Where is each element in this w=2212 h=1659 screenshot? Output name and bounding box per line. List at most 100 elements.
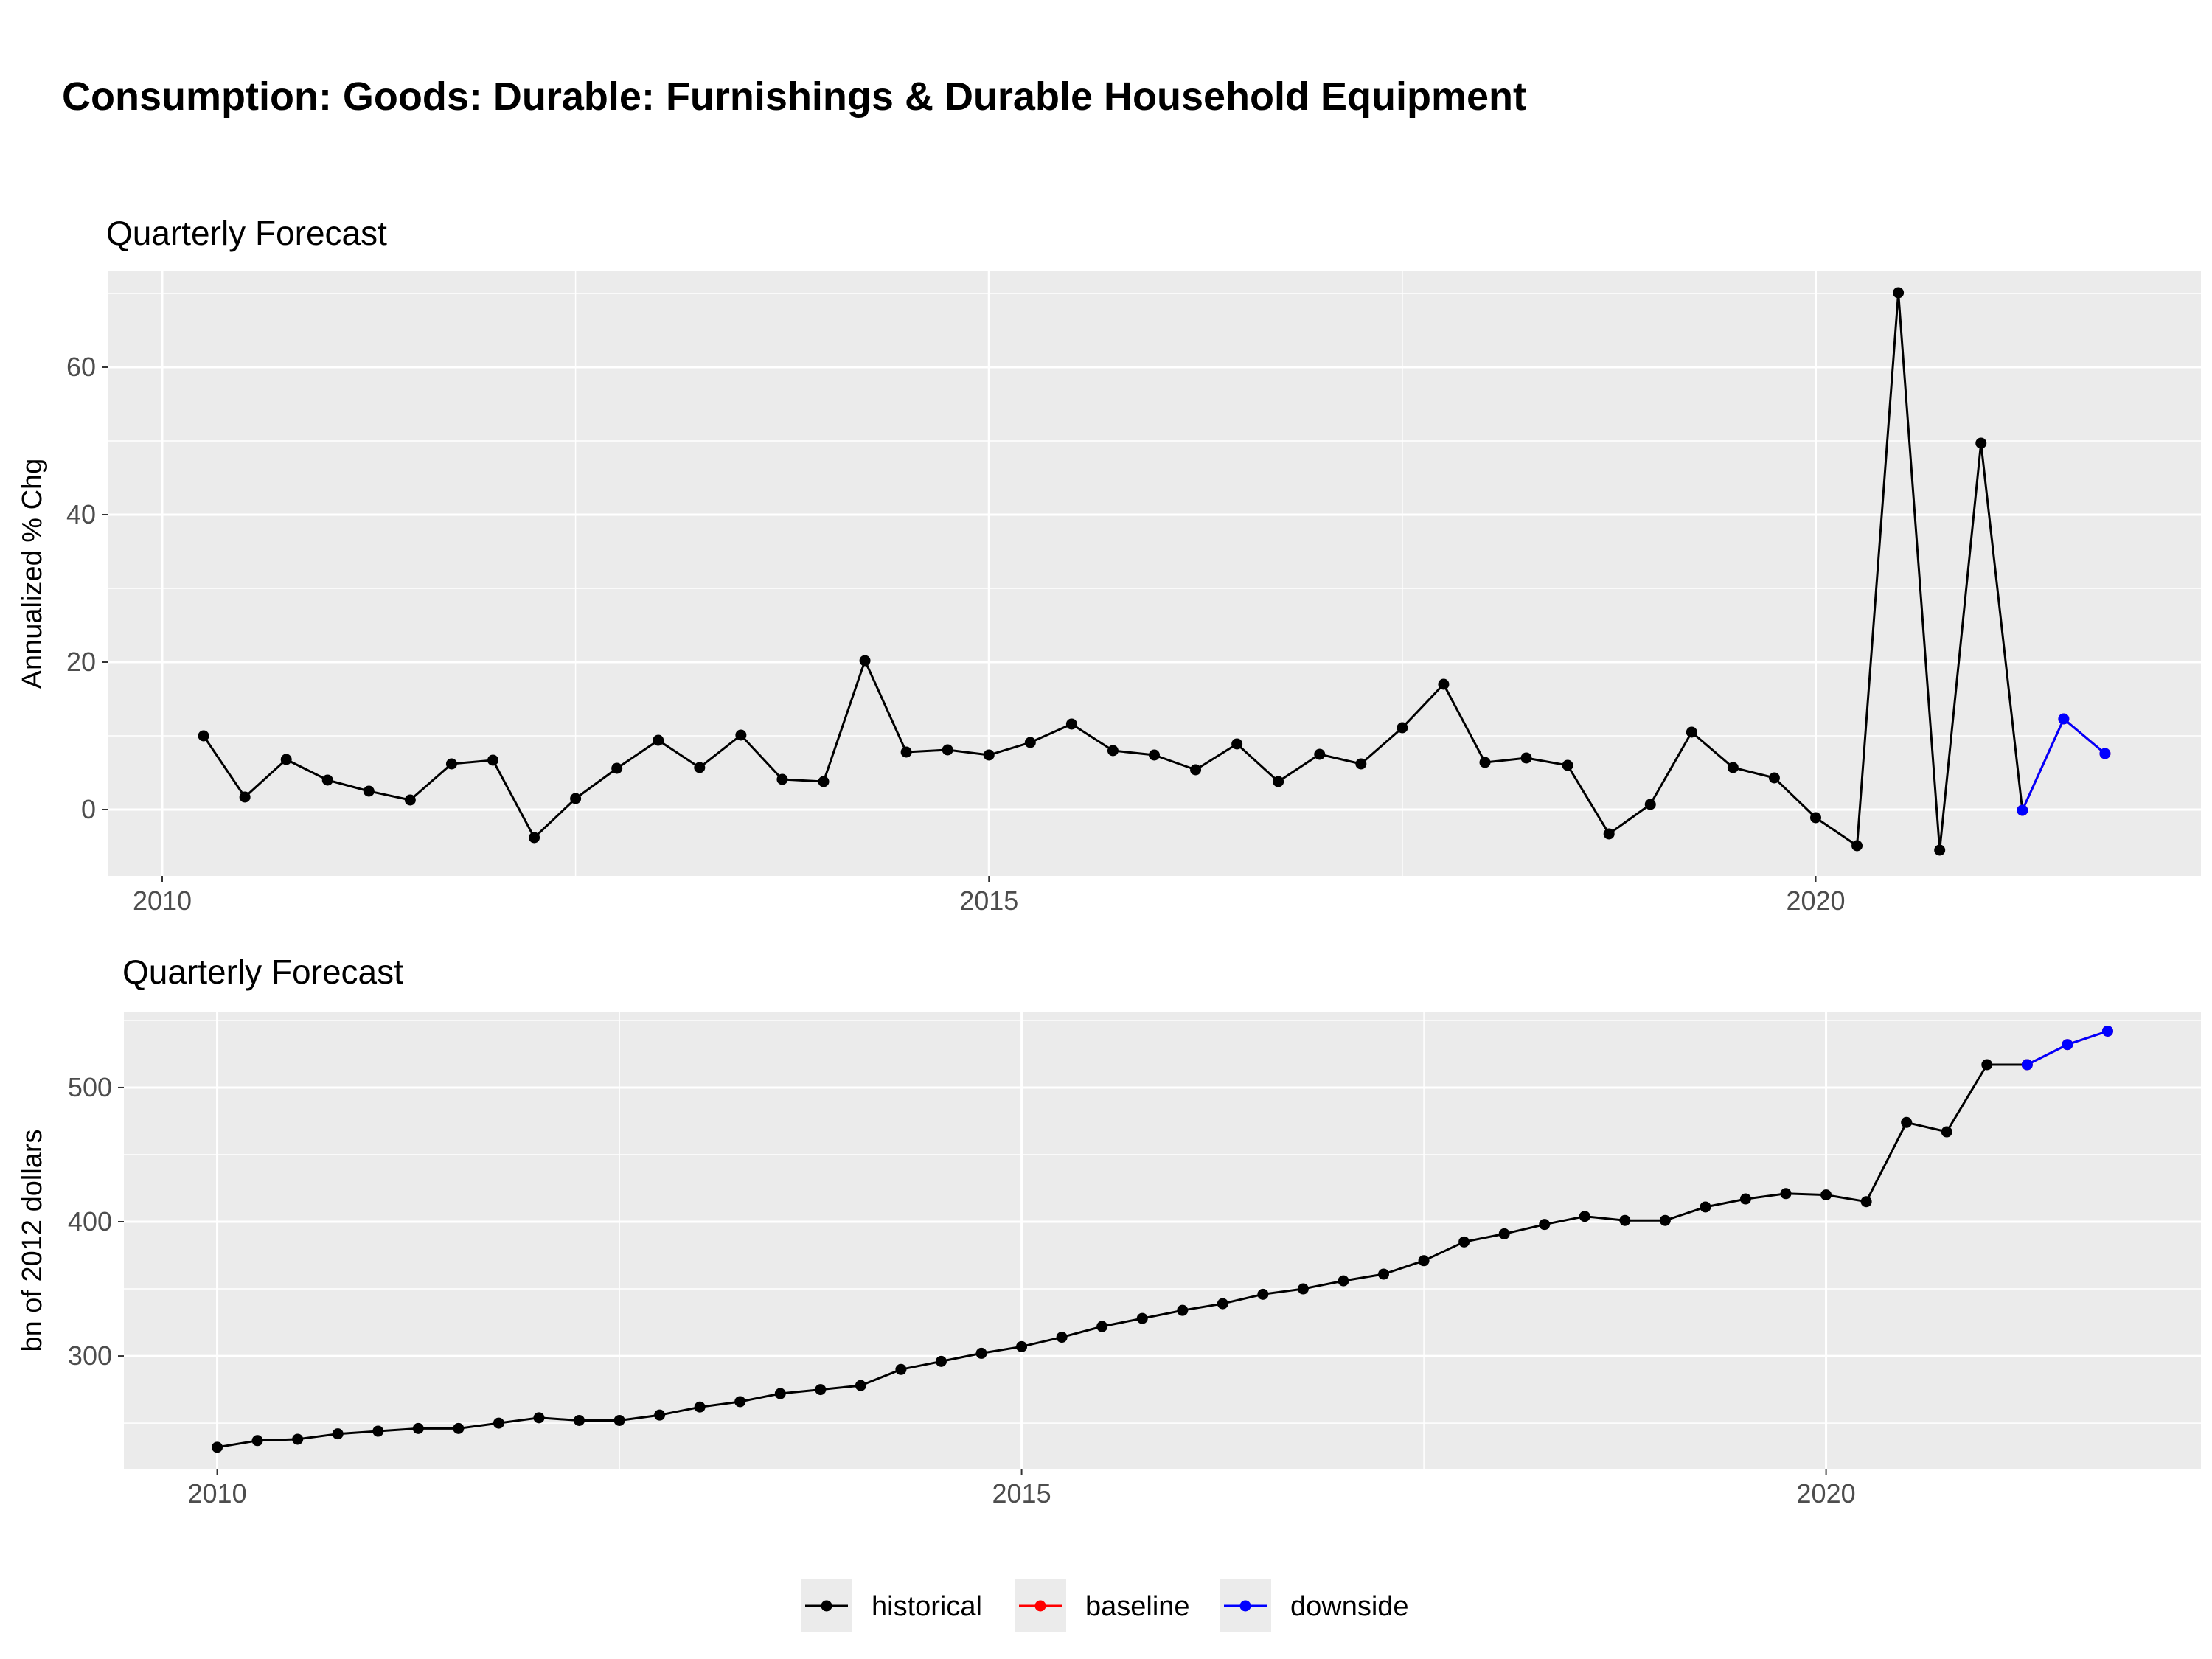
x-tick-label: 2020 [1786, 886, 1845, 916]
data-point-historical [942, 744, 953, 756]
data-point-historical [363, 785, 375, 797]
data-point-historical [1981, 1059, 1993, 1071]
data-point-downside [2101, 1025, 2113, 1037]
data-point-historical [1498, 1228, 1510, 1239]
data-point-historical [1458, 1236, 1470, 1248]
data-point-downside [2021, 1059, 2033, 1071]
data-point-historical [1338, 1275, 1349, 1287]
data-point-historical [570, 793, 582, 804]
data-point-historical [1355, 758, 1367, 770]
data-point-historical [404, 794, 416, 806]
legend-key-point-baseline [1034, 1600, 1046, 1612]
data-point-historical [855, 1380, 866, 1391]
data-point-historical [1893, 287, 1905, 299]
data-point-historical [1314, 748, 1326, 760]
data-point-historical [734, 1396, 746, 1408]
data-point-historical [654, 1409, 666, 1421]
data-point-historical [1107, 745, 1119, 757]
data-point-historical [1686, 726, 1697, 738]
data-point-historical [1177, 1304, 1189, 1316]
panel-subtitle: Quarterly Forecast [106, 214, 387, 252]
legend-label-downside: downside [1290, 1591, 1409, 1622]
data-point-historical [1562, 759, 1573, 771]
data-point-historical [251, 1435, 263, 1447]
data-point-historical [453, 1422, 465, 1434]
data-point-historical [1860, 1196, 1872, 1208]
data-point-historical [818, 776, 830, 787]
y-tick-label: 60 [66, 352, 96, 382]
data-point-historical [653, 734, 664, 746]
data-point-historical [1397, 722, 1408, 734]
data-point-historical [975, 1347, 987, 1359]
y-tick-label: 20 [66, 647, 96, 677]
data-point-historical [493, 1417, 504, 1429]
data-point-historical [1619, 1214, 1631, 1226]
data-point-downside [2058, 713, 2070, 725]
data-point-historical [372, 1425, 384, 1437]
data-point-historical [1479, 757, 1491, 768]
data-point-historical [815, 1384, 827, 1396]
data-point-historical [1438, 678, 1450, 690]
data-point-historical [1727, 762, 1739, 773]
y-tick-label: 400 [68, 1206, 112, 1237]
y-tick-label: 300 [68, 1340, 112, 1371]
data-point-historical [1096, 1321, 1108, 1332]
data-point-historical [1136, 1312, 1148, 1324]
data-point-historical [611, 762, 623, 774]
y-axis-title: Annualized % Chg [17, 459, 48, 689]
data-point-historical [1809, 812, 1821, 824]
data-point-historical [1149, 749, 1160, 761]
data-point-historical [1941, 1126, 1952, 1138]
data-point-historical [1297, 1283, 1309, 1295]
legend-label-historical: historical [872, 1591, 982, 1622]
data-point-historical [1024, 737, 1036, 748]
legend-label-baseline: baseline [1085, 1591, 1190, 1622]
data-point-historical [774, 1388, 786, 1399]
data-point-historical [332, 1428, 344, 1440]
data-point-historical [1539, 1219, 1551, 1231]
data-point-historical [1190, 764, 1202, 776]
y-axis-title: bn of 2012 dollars [17, 1129, 48, 1352]
data-point-historical [900, 746, 912, 758]
data-point-historical [1659, 1214, 1671, 1226]
data-point-historical [1257, 1288, 1269, 1300]
data-point-historical [735, 729, 747, 741]
data-point-historical [1851, 840, 1863, 852]
data-point-historical [1273, 776, 1284, 787]
data-point-historical [1016, 1340, 1028, 1352]
data-point-historical [1056, 1332, 1068, 1343]
data-point-historical [1739, 1193, 1751, 1205]
data-point-historical [1700, 1201, 1711, 1213]
data-point-historical [1934, 844, 1946, 856]
data-point-historical [935, 1355, 947, 1367]
data-point-historical [445, 758, 457, 770]
y-tick-label: 500 [68, 1072, 112, 1102]
data-point-historical [1644, 799, 1656, 810]
y-tick-label: 40 [66, 499, 96, 529]
data-point-historical [198, 730, 209, 742]
data-point-historical [1231, 738, 1243, 750]
panel-subtitle: Quarterly Forecast [122, 953, 403, 991]
x-tick-label: 2010 [188, 1478, 247, 1509]
data-point-historical [1768, 772, 1780, 784]
y-tick-label: 0 [81, 794, 96, 824]
data-point-historical [694, 762, 706, 773]
data-point-historical [776, 773, 788, 785]
data-point-historical [239, 791, 251, 803]
legend-key-point-downside [1239, 1600, 1251, 1612]
data-point-historical [1065, 718, 1077, 730]
data-point-historical [529, 832, 540, 844]
panel-annualized-change: Quarterly Forecast 0 20 40 60 2010 2015 2020 Ann… [17, 214, 2201, 916]
data-point-historical [1579, 1211, 1590, 1222]
data-point-historical [574, 1414, 585, 1426]
x-tick-label: 2015 [992, 1478, 1051, 1509]
series-line-historical [217, 1063, 2028, 1449]
plot-background [124, 1012, 2201, 1469]
data-point-downside [2099, 748, 2111, 759]
main-title: Consumption: Goods: Durable: Furnishings… [62, 74, 1526, 119]
data-point-historical [983, 749, 995, 761]
x-tick-label: 2010 [133, 886, 192, 916]
data-point-downside [2062, 1039, 2073, 1051]
data-point-downside [2017, 804, 2028, 816]
